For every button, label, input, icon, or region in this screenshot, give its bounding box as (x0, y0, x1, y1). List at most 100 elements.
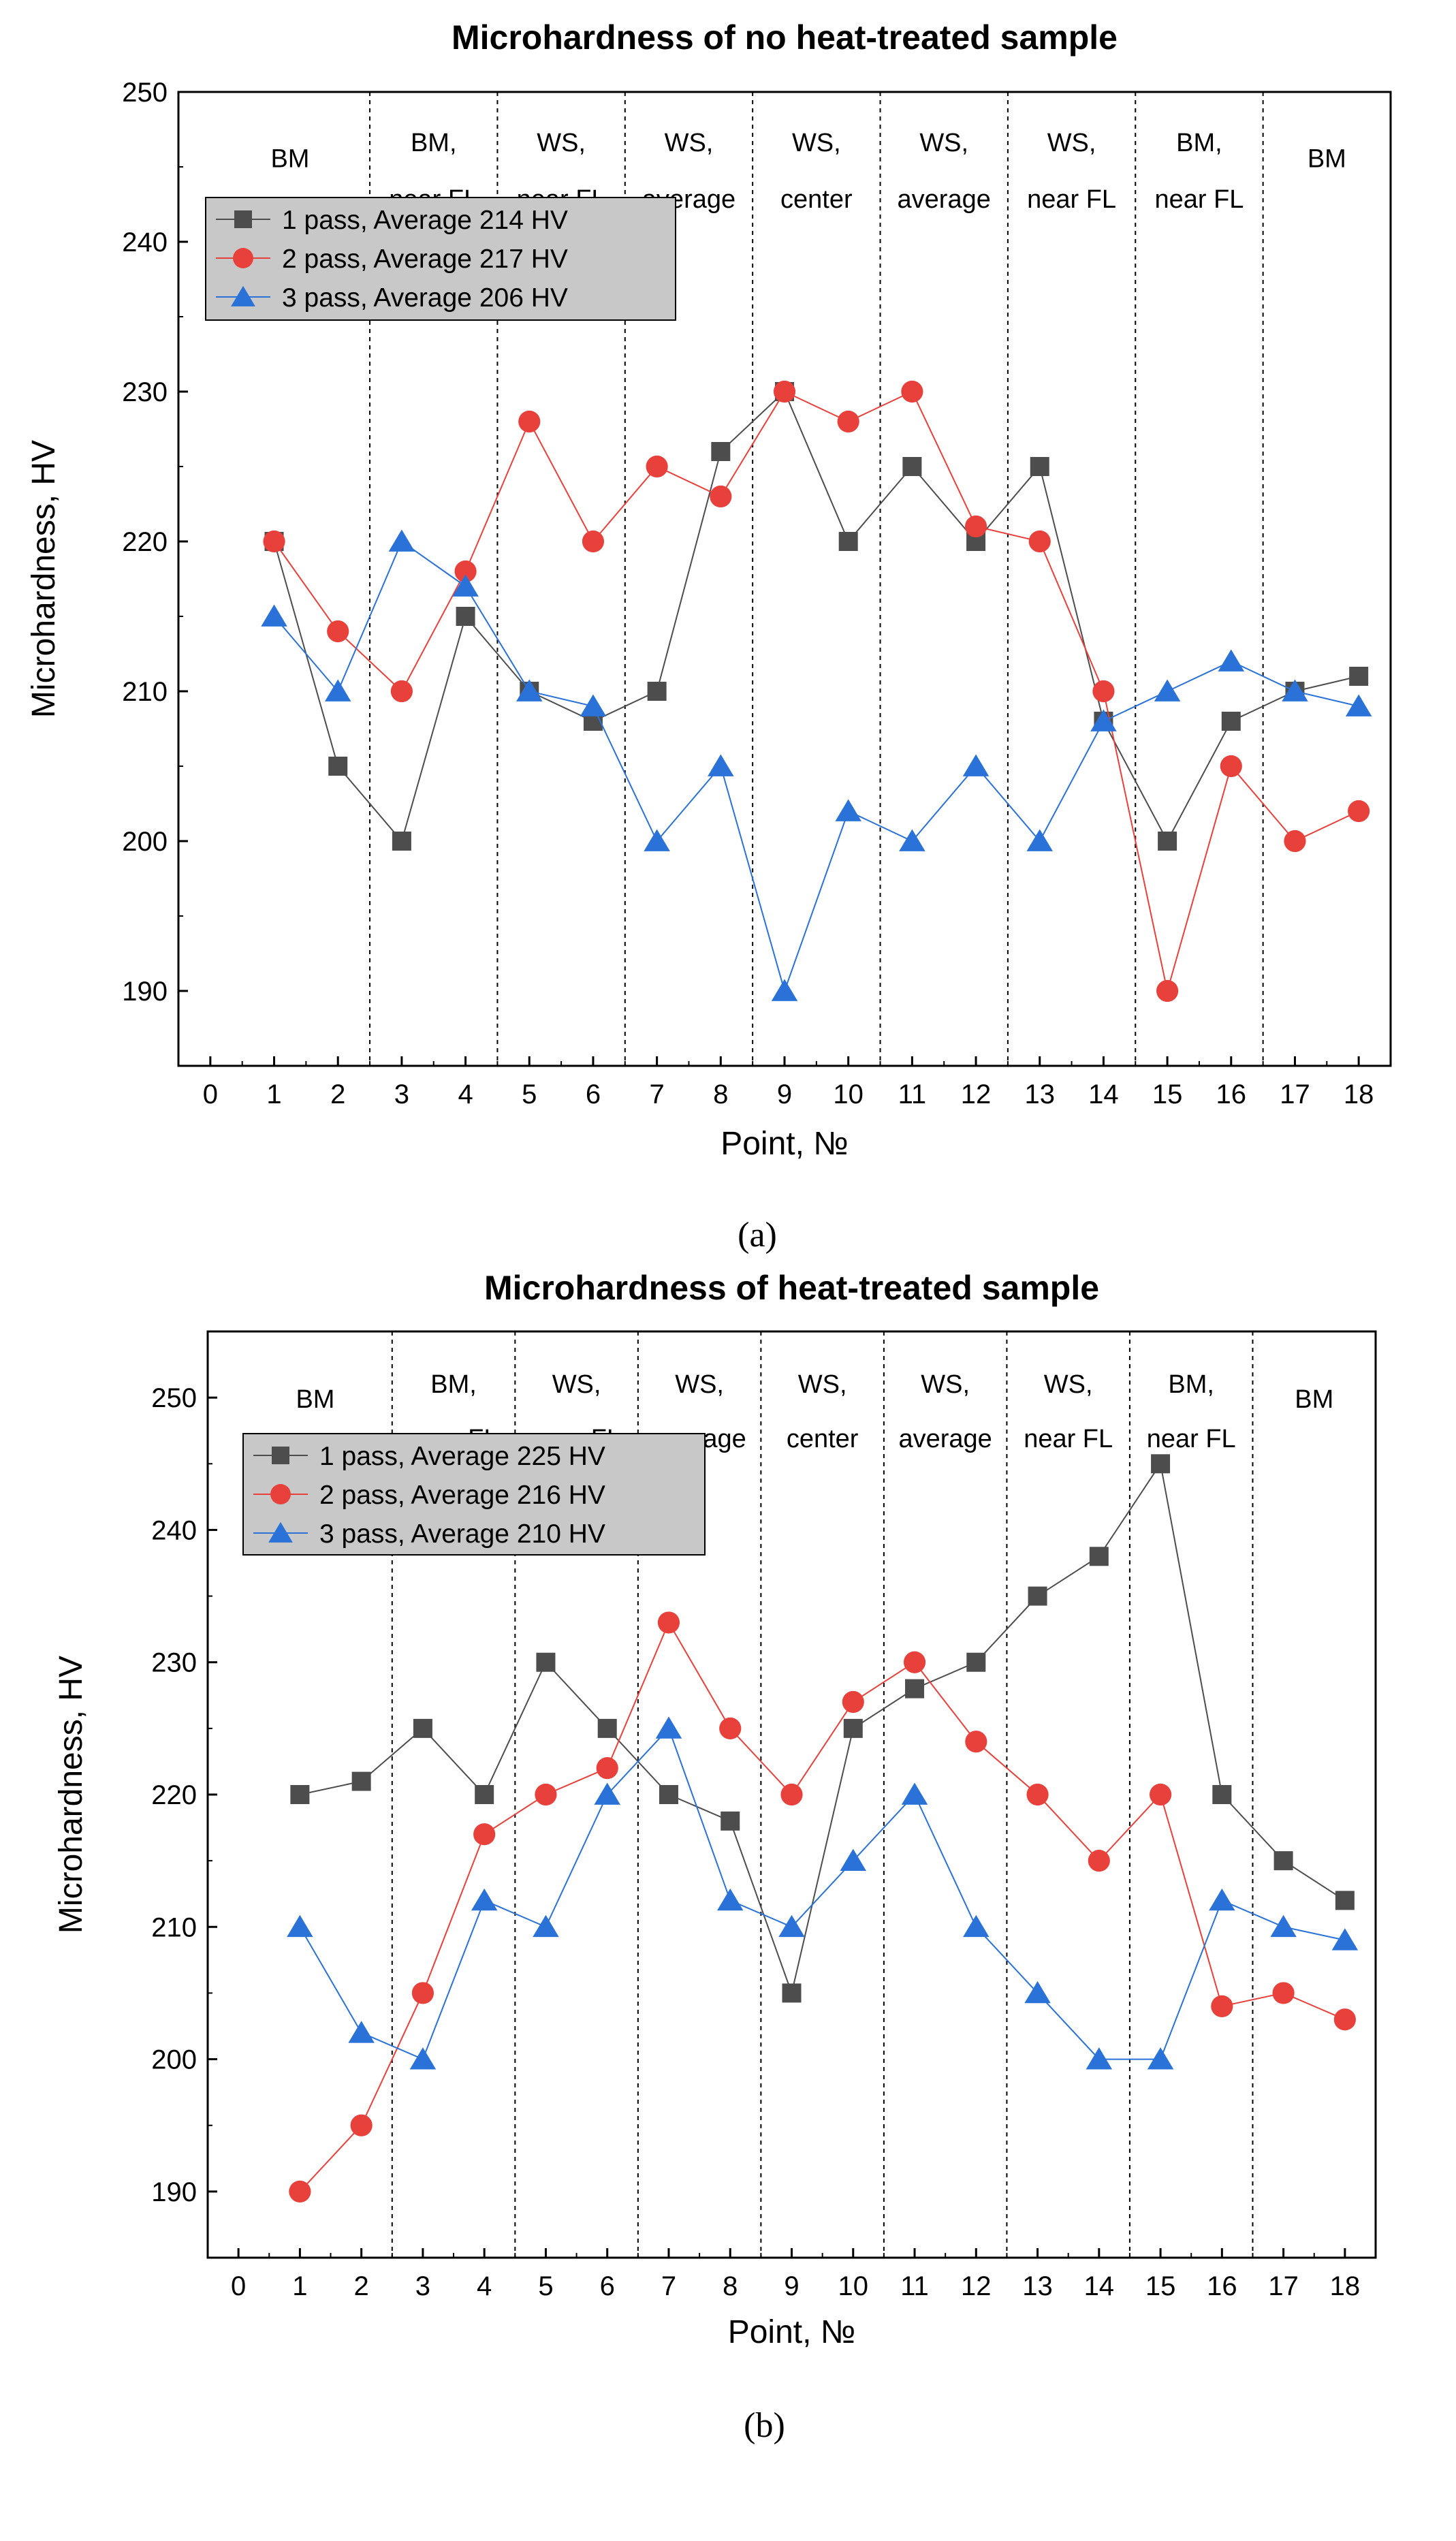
x-tick-label: 12 (961, 1079, 992, 1109)
region-label: BM, (411, 129, 457, 157)
data-point (324, 679, 351, 701)
data-point (516, 679, 543, 701)
data-point (290, 1785, 310, 1804)
data-point (1024, 1980, 1051, 2004)
y-tick-label: 240 (151, 1515, 197, 1545)
data-point (411, 1982, 434, 2004)
region-label: WS, (921, 1370, 970, 1399)
data-point (780, 1783, 803, 1806)
x-tick-label: 14 (1088, 1079, 1119, 1109)
data-point (582, 530, 605, 553)
data-point (966, 1652, 986, 1672)
data-point (843, 1718, 863, 1738)
region-label: near FL (1147, 1425, 1236, 1453)
series-1 (290, 1454, 1355, 2003)
x-tick-label: 0 (231, 2271, 246, 2301)
chart-a: Microhardness of no heat-treated sample B… (26, 18, 1392, 1254)
x-tick-label: 10 (838, 2271, 869, 2301)
region-label: center (780, 185, 853, 214)
data-point (1218, 649, 1245, 672)
region-label: WS, (798, 1370, 847, 1399)
data-point (655, 1716, 682, 1739)
data-point (782, 1983, 802, 2003)
x-tick-label: 4 (477, 2271, 492, 2301)
x-tick-label: 2 (354, 2271, 369, 2301)
data-point (708, 754, 734, 776)
x-axis-label: Point, № (721, 1126, 849, 1162)
data-point (903, 1651, 926, 1673)
data-point (1335, 1891, 1355, 1910)
x-tick-label: 10 (833, 1079, 864, 1109)
data-point (837, 410, 859, 433)
data-point (1149, 1783, 1172, 1806)
region-label: near FL (1027, 185, 1116, 214)
data-point (1154, 679, 1181, 701)
data-point (644, 829, 670, 851)
chart-title: Microhardness of no heat-treated sample (452, 18, 1118, 57)
x-tick-label: 12 (961, 2271, 992, 2301)
region-label: WS, (1047, 129, 1096, 157)
data-point (773, 380, 796, 403)
x-tick-label: 7 (661, 2271, 676, 2301)
y-tick-label: 240 (122, 227, 168, 257)
region-label: BM (1295, 1385, 1333, 1414)
region-label: BM, (1176, 129, 1222, 157)
figure-caption: (a) (738, 1216, 777, 1254)
legend-entry: 1 pass, Average 225 HV (319, 1442, 605, 1471)
y-tick-label: 230 (151, 1648, 197, 1678)
data-point (719, 1717, 742, 1739)
data-point (1086, 2047, 1113, 2070)
data-point (261, 604, 287, 627)
data-point (263, 530, 285, 553)
data-point (392, 832, 411, 851)
x-tick-label: 11 (898, 1079, 927, 1109)
x-tick-label: 1 (292, 2271, 307, 2301)
data-point (835, 799, 861, 821)
x-tick-label: 11 (900, 2271, 929, 2301)
data-point (1158, 832, 1177, 851)
data-point (1026, 1783, 1049, 1806)
region-label: WS, (1044, 1370, 1093, 1399)
data-point (901, 1782, 928, 1805)
y-tick-label: 210 (122, 677, 168, 707)
legend-marker (268, 1521, 293, 1543)
data-point (289, 2180, 311, 2203)
x-tick-label: 15 (1145, 2271, 1176, 2301)
legend-entry: 2 pass, Average 216 HV (319, 1481, 605, 1510)
data-point (596, 1757, 618, 1780)
data-point (1156, 979, 1179, 1003)
data-point (475, 1785, 494, 1804)
data-point (1028, 530, 1051, 553)
data-point (533, 1914, 559, 1938)
x-tick-label: 6 (586, 1079, 601, 1109)
x-tick-label: 2 (330, 1079, 345, 1109)
x-tick-label: 16 (1207, 2271, 1237, 2301)
legend-marker (234, 210, 252, 228)
x-tick-label: 3 (394, 1079, 409, 1109)
data-point (1331, 1928, 1359, 1951)
x-tick-label: 1 (266, 1079, 281, 1109)
data-point (1151, 1454, 1171, 1474)
data-point (328, 757, 348, 776)
data-point (536, 1652, 556, 1672)
region-label: near FL (1024, 1425, 1113, 1453)
data-point (535, 1783, 557, 1806)
region-label: WS, (552, 1370, 601, 1399)
x-tick-label: 18 (1344, 1079, 1374, 1109)
data-point (1282, 679, 1308, 701)
series-3 (261, 529, 1372, 1001)
x-tick-label: 8 (713, 1079, 728, 1109)
x-tick-label: 17 (1268, 2271, 1299, 2301)
data-point (1209, 1888, 1235, 1911)
legend-marker (231, 285, 255, 306)
y-axis-label: Microhardness, HV (53, 1656, 89, 1934)
series-line (273, 390, 1359, 843)
data-point (1088, 1850, 1110, 1872)
legend-entry: 1 pass, Average 214 HV (282, 206, 568, 235)
data-point (390, 680, 413, 703)
data-point (1026, 829, 1053, 851)
series-3 (287, 1716, 1359, 2070)
data-point (1349, 667, 1369, 686)
y-tick-label: 200 (122, 827, 168, 857)
data-point (1345, 694, 1372, 716)
